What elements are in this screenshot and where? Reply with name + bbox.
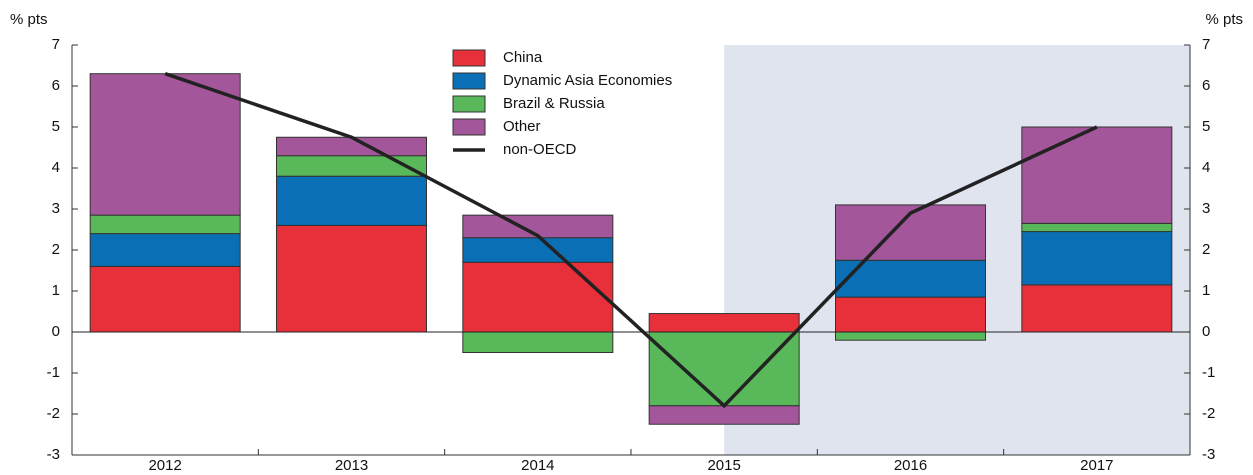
bar-segment (276, 136, 427, 157)
y-tick-label: 6 (52, 77, 60, 94)
y-tick-label: 0 (52, 323, 60, 340)
y2-tick-label: -2 (1202, 405, 1215, 422)
y2-axis-label: % pts (1205, 11, 1243, 28)
y2-tick-label: 6 (1202, 77, 1210, 94)
legend-swatch (452, 49, 486, 67)
x-tick-label: 2015 (707, 457, 740, 474)
y2-tick-label: 7 (1202, 36, 1210, 53)
bar-segment (648, 331, 800, 407)
y2-tick-label: 4 (1202, 159, 1210, 176)
y2-tick-label: -1 (1202, 364, 1215, 381)
x-tick-label: 2014 (521, 457, 554, 474)
bar-segment (89, 214, 241, 235)
bar-segment (276, 175, 427, 226)
legend-label: Dynamic Asia Economies (503, 72, 672, 89)
x-tick-label: 2017 (1080, 457, 1113, 474)
x-tick-label: 2016 (894, 457, 927, 474)
bar-segment (648, 405, 800, 425)
bar-segment (89, 73, 241, 216)
legend-label: Brazil & Russia (503, 95, 605, 112)
legend-swatch (452, 95, 486, 113)
y-tick-label: 1 (52, 282, 60, 299)
y2-tick-label: 3 (1202, 200, 1210, 217)
bar-segment (835, 331, 986, 341)
bar-segment (1021, 222, 1173, 233)
bar-segment (89, 233, 241, 267)
bar-segment (1021, 126, 1173, 224)
bar-segment (462, 237, 614, 263)
bar-segment (648, 313, 800, 333)
legend-label: Other (503, 118, 541, 135)
bar-segment (1021, 231, 1173, 286)
bar-segment (462, 331, 614, 353)
y-tick-label: 7 (52, 36, 60, 53)
legend-swatch (452, 118, 486, 136)
legend: China Dynamic Asia Economies Brazil & Russ… (452, 49, 672, 158)
y2-tick-label: 1 (1202, 282, 1210, 299)
legend-label: China (503, 49, 543, 66)
bar-segment (1021, 284, 1173, 333)
bar-segment (89, 265, 241, 333)
legend-swatch (452, 72, 486, 90)
x-tick-label: 2013 (335, 457, 368, 474)
x-tick-label: 2012 (148, 457, 181, 474)
y-tick-label: 5 (52, 118, 60, 135)
bar-segment (276, 224, 427, 333)
y-tick-label: 3 (52, 200, 60, 217)
y2-tick-label: 2 (1202, 241, 1210, 258)
y-axis-label: % pts (10, 11, 48, 28)
legend-label: non-OECD (503, 141, 577, 158)
line-series (164, 72, 1098, 409)
bar-segment (835, 296, 986, 333)
y-tick-label: -3 (47, 446, 60, 463)
y-tick-label: 2 (52, 241, 60, 258)
bar-segment (462, 261, 614, 333)
y2-tick-label: 5 (1202, 118, 1210, 135)
y-tick-label: -1 (47, 364, 60, 381)
y-tick-label: 4 (52, 159, 60, 176)
y2-tick-label: 0 (1202, 323, 1210, 340)
y2-tick-label: -3 (1202, 446, 1215, 463)
y-tick-label: -2 (47, 405, 60, 422)
